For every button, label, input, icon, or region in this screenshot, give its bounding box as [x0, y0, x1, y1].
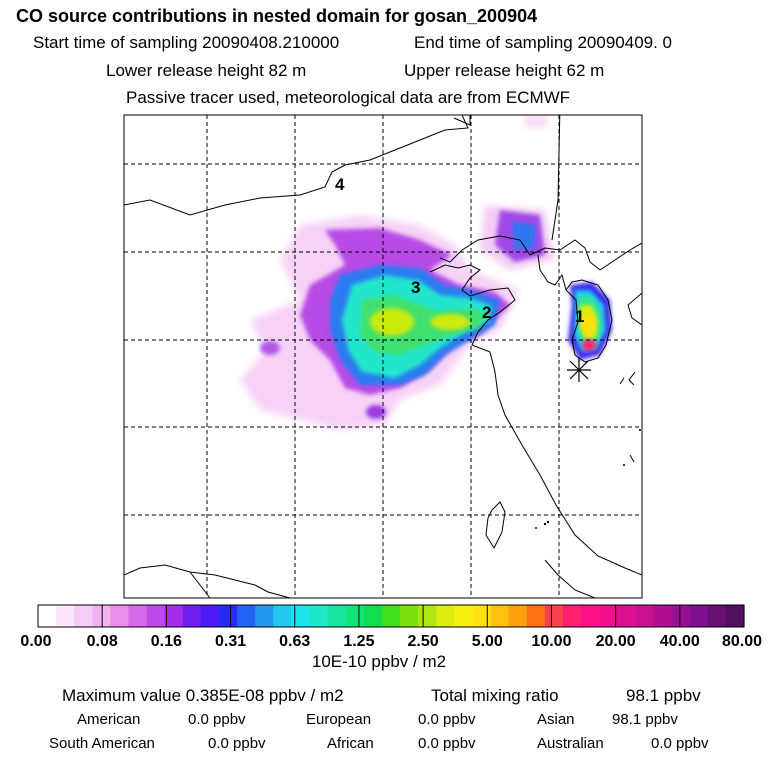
colorbar-tick-label: 0.63: [279, 633, 310, 650]
colorbar-cell: [526, 605, 546, 627]
colorbar-cell: [363, 605, 383, 627]
tracer-note: Passive tracer used, meteorological data…: [126, 88, 571, 107]
region-value-african: 0.0 ppbv: [418, 735, 476, 752]
small-islands: [535, 429, 641, 529]
colorbar-cell: [345, 605, 365, 627]
region-value-australian: 0.0 ppbv: [651, 735, 709, 752]
colorbar-frame: [37, 604, 745, 628]
colorbar-cell: [255, 605, 274, 627]
coastlines: [124, 115, 642, 598]
colorbar-tick-label: 20.00: [596, 633, 636, 650]
colorbar-cell: [436, 605, 455, 627]
colorbar-cell: [490, 605, 510, 627]
colorbar: 0.00 0.08 0.16 0.31 0.63 1.25 2.50 5.00 10.00 20.…: [20, 604, 762, 650]
colorbar-cell: [200, 605, 220, 627]
colorbar-cell: [237, 605, 256, 627]
colorbar-cell: [707, 605, 727, 627]
colorbar-cell: [454, 605, 474, 627]
colorbar-cell: [56, 605, 75, 627]
colorbar-cell: [291, 605, 311, 627]
colorbar-tick-label: 1.25: [343, 633, 374, 650]
colorbar-cell: [599, 605, 618, 627]
colorbar-tick-label: 5.00: [472, 633, 503, 650]
total-mixing-value: 98.1 ppbv: [626, 686, 701, 705]
colorbar-cell: [146, 605, 166, 627]
grid-lines: [124, 115, 642, 598]
colorbar-cell: [617, 605, 636, 627]
colorbar-cell: [725, 605, 745, 627]
colorbar-tick-label: 10.00: [531, 633, 571, 650]
colorbar-cell: [38, 605, 57, 627]
colorbar-cell: [92, 605, 112, 627]
upper-release-height: Upper release height 62 m: [404, 61, 605, 80]
region-value-asian: 98.1 ppbv: [612, 711, 678, 728]
colorbar-cell: [472, 605, 492, 627]
max-value: Maximum value 0.385E-08 ppbv / m2: [62, 686, 344, 705]
colorbar-cell: [164, 605, 184, 627]
colorbar-tick-label: 80.00: [722, 633, 762, 650]
colorbar-cell: [562, 605, 582, 627]
colorbar-cell: [381, 605, 401, 627]
map-panel: 1 2 3 4: [123, 114, 643, 599]
colorbar-cell: [581, 605, 600, 627]
page-title: CO source contributions in nested domain…: [16, 6, 538, 26]
region-name-european: European: [306, 711, 372, 728]
colorbar-cells: [38, 605, 745, 627]
total-mixing-label: Total mixing ratio: [431, 686, 559, 705]
colorbar-cell: [309, 605, 329, 627]
colorbar-tick-label: 0.16: [151, 633, 182, 650]
colorbar-tick-label: 0.08: [87, 633, 118, 650]
colorbar-cell: [400, 605, 419, 627]
colorbar-cell: [219, 605, 238, 627]
region-value-european: 0.0 ppbv: [418, 711, 476, 728]
colorbar-cell: [74, 605, 93, 627]
lower-release-height: Lower release height 82 m: [106, 61, 307, 80]
region-value-american: 0.0 ppbv: [188, 711, 246, 728]
colorbar-cell: [689, 605, 709, 627]
concentration-field: [240, 115, 612, 430]
region-name-american: American: [77, 711, 141, 728]
region-label-2: 2: [482, 303, 491, 322]
region-name-australian: Australian: [537, 735, 604, 752]
colorbar-cell: [544, 605, 564, 627]
colorbar-tick-label: 2.50: [408, 633, 439, 650]
colorbar-tick-label: 0.31: [215, 633, 246, 650]
colorbar-cell: [671, 605, 691, 627]
region-name-asian: Asian: [537, 711, 575, 728]
region-name-african: African: [327, 735, 374, 752]
colorbar-cell: [653, 605, 673, 627]
sampling-start: Start time of sampling 20090408.210000: [33, 33, 340, 52]
colorbar-cell: [273, 605, 293, 627]
receptor-marker-icon: [567, 358, 591, 382]
colorbar-cell: [508, 605, 528, 627]
region-label-4: 4: [335, 175, 345, 194]
colorbar-cell: [418, 605, 437, 627]
colorbar-cell: [635, 605, 655, 627]
colorbar-unit: 10E-10 ppbv / m2: [311, 652, 447, 671]
colorbar-cell: [128, 605, 148, 627]
colorbar-tick-label: 40.00: [660, 633, 700, 650]
colorbar-cell: [110, 605, 130, 627]
region-label-3: 3: [411, 278, 420, 297]
colorbar-tick-labels: 0.00 0.08 0.16 0.31 0.63 1.25 2.50 5.00 10.00 20.…: [20, 633, 762, 650]
colorbar-tick-label: 0.00: [20, 633, 51, 650]
region-label-1: 1: [575, 307, 584, 326]
region-value-south-american: 0.0 ppbv: [208, 735, 266, 752]
region-name-south-american: South American: [49, 735, 155, 752]
map-frame: [123, 114, 643, 599]
colorbar-cell: [327, 605, 347, 627]
sampling-end: End time of sampling 20090409. 0: [414, 33, 673, 52]
colorbar-cell: [182, 605, 202, 627]
